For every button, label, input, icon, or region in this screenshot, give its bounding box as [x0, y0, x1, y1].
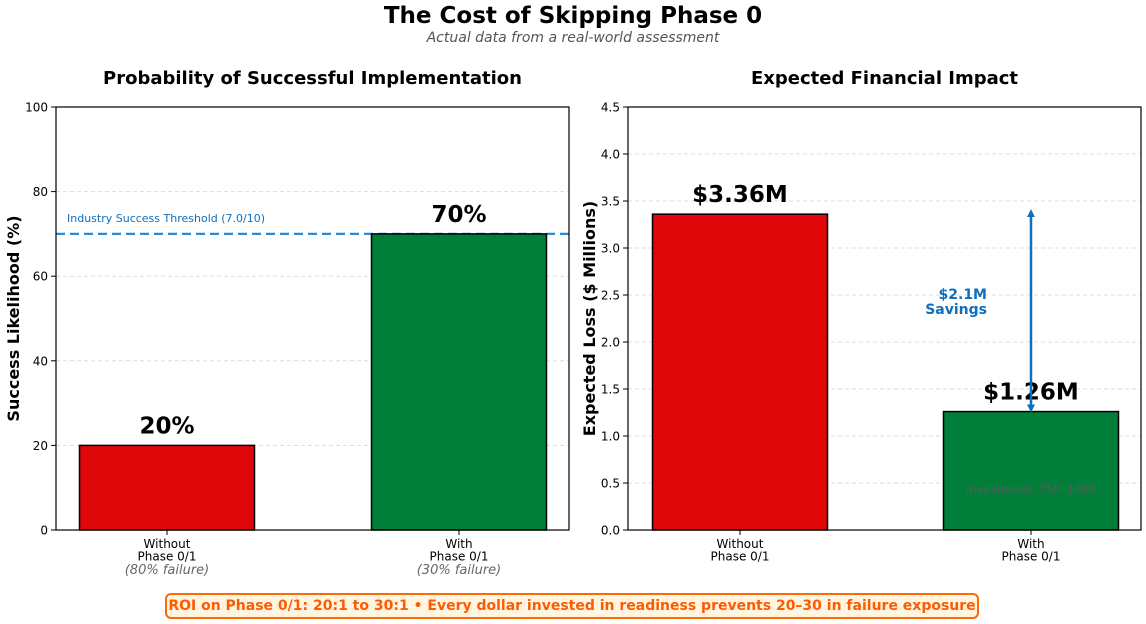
x-tick-label: Phase 0/1 — [1002, 550, 1061, 564]
plot-frame — [627, 106, 1142, 531]
y-tick-label: 0 — [40, 524, 48, 538]
y-axis-label: Expected Loss ($ Millions) — [580, 201, 599, 436]
y-tick-label: 20 — [33, 439, 48, 453]
bar — [78, 444, 256, 531]
page-title: The Cost of Skipping Phase 0 — [383, 3, 763, 29]
y-tick-label: 80 — [33, 185, 48, 199]
bar-value-label: 20% — [139, 413, 194, 439]
y-tick-label: 0.0 — [601, 524, 620, 538]
y-axis-label: Success Likelihood (%) — [4, 215, 23, 421]
x-tick-label: Phase 0/1 — [711, 550, 770, 564]
financial-impact-chart: Expected Financial Impact 0.0 0.5 1.0 1.5 2.0… — [580, 68, 1142, 564]
y-tick-label: 0.5 — [601, 477, 620, 491]
x-tick-label: Phase 0/1 — [430, 550, 489, 564]
chart-title: Probability of Successful Implementation — [103, 68, 522, 89]
bar — [942, 410, 1120, 531]
bar — [651, 213, 829, 531]
y-tick-label: 1.5 — [601, 383, 620, 397]
y-tick-label: 1.0 — [601, 430, 620, 444]
y-tick-label: 2.0 — [601, 336, 620, 350]
y-tick-label: 4.5 — [601, 101, 620, 115]
x-tick-label: Without — [144, 537, 191, 551]
y-tick-label: 3.5 — [601, 195, 620, 209]
investment-note: Investment: 75K–100K — [966, 482, 1098, 496]
bar — [370, 233, 548, 531]
x-tick-label: Without — [717, 537, 764, 551]
success-probability-chart: Probability of Successful Implementation… — [4, 68, 570, 578]
x-tick-label: Phase 0/1 — [138, 550, 197, 564]
roi-banner: ROI on Phase 0/1: 20:1 to 30:1 • Every d… — [165, 593, 979, 619]
plot-frame — [55, 106, 570, 531]
savings-label: $2.1M — [939, 287, 987, 303]
y-tick-label: 4.0 — [601, 148, 620, 162]
x-tick-label: With — [1017, 537, 1044, 551]
y-tick-label: 2.5 — [601, 289, 620, 303]
failure-note: (80% failure) — [125, 563, 210, 578]
failure-note: (30% failure) — [417, 563, 502, 578]
y-tick-label: 40 — [33, 354, 48, 368]
y-tick-label: 100 — [25, 101, 48, 115]
y-tick-label: 3.0 — [601, 242, 620, 256]
chart-title: Expected Financial Impact — [751, 68, 1018, 89]
page-subtitle: Actual data from a real-world assessment — [426, 30, 720, 46]
bar-value-label: $3.36M — [692, 182, 788, 208]
threshold-label: Industry Success Threshold (7.0/10) — [67, 212, 265, 225]
bar-value-label: 70% — [431, 202, 486, 228]
y-tick-label: 60 — [33, 270, 48, 284]
savings-label: Savings — [925, 302, 987, 318]
x-tick-label: With — [445, 537, 472, 551]
